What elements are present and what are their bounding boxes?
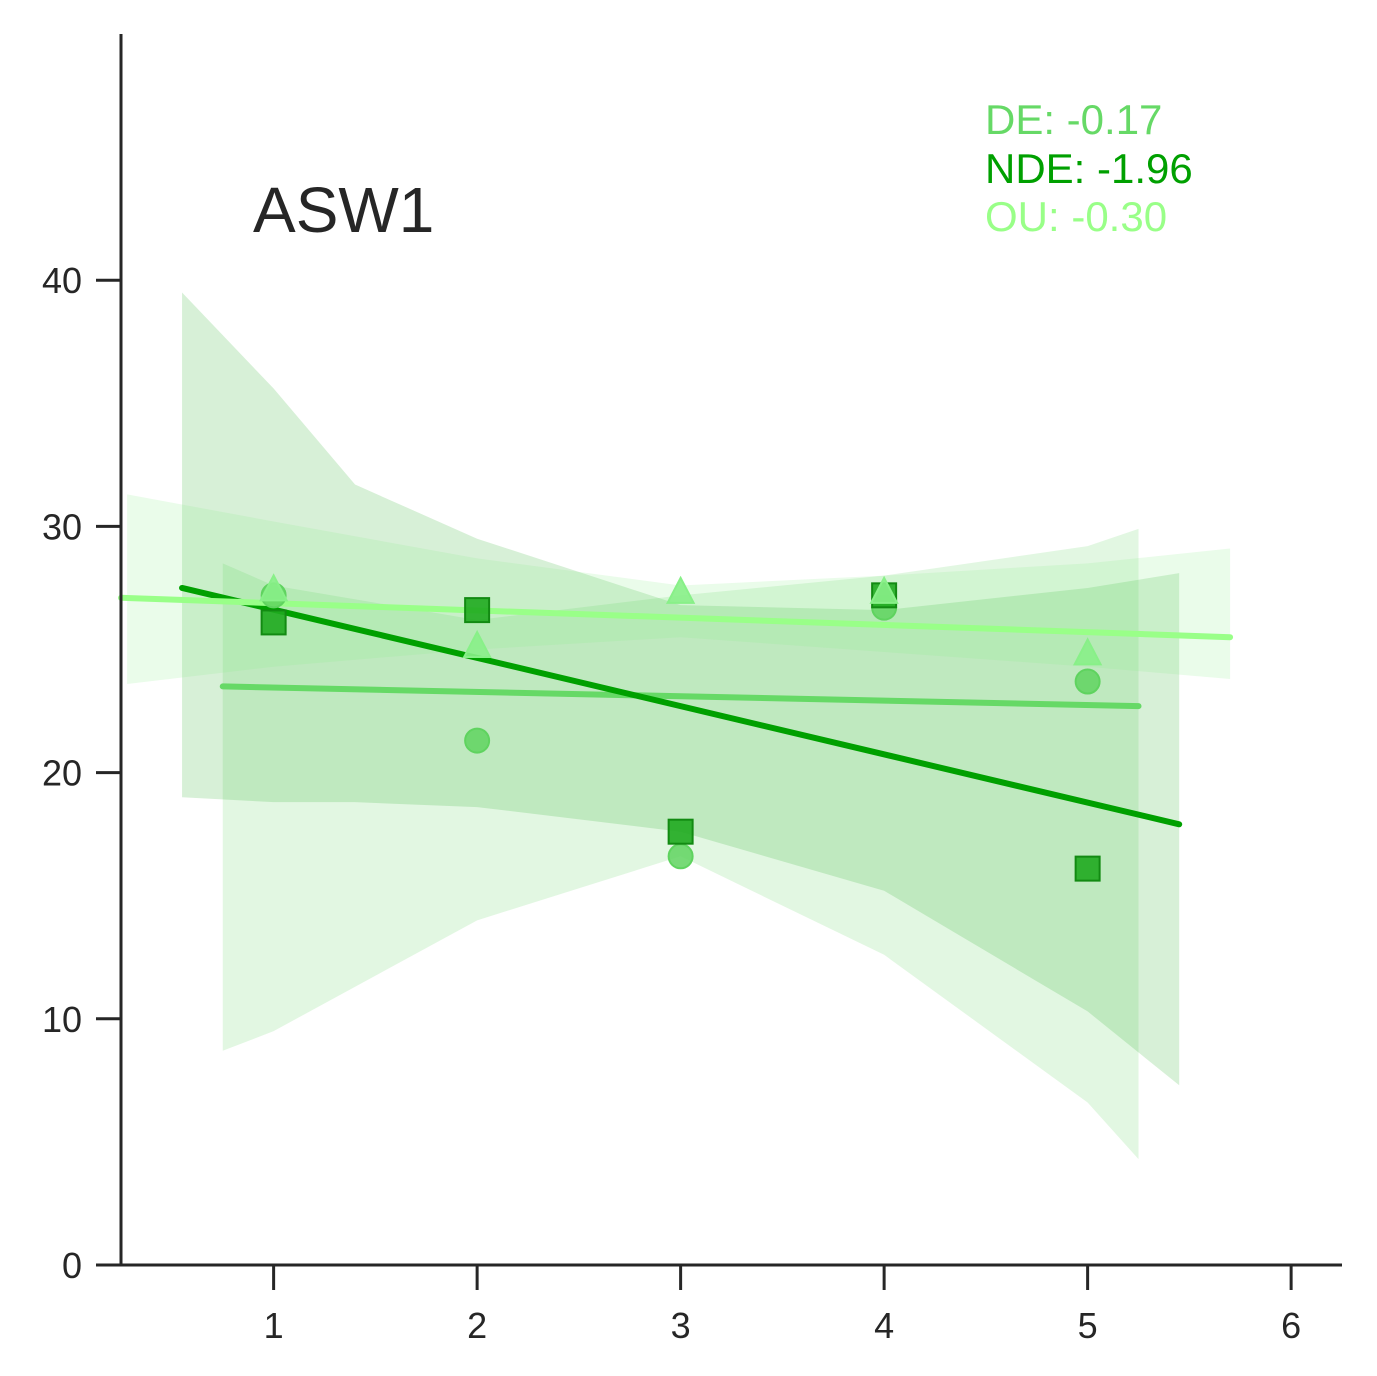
point-triangle-2 [665, 575, 696, 604]
point-triangle-3 [869, 575, 899, 604]
regression-line-2 [118, 594, 1234, 641]
point-square-4 [1074, 855, 1101, 882]
y-tick-label-40: 40 [42, 260, 82, 301]
y-tick-label-0: 0 [62, 1245, 82, 1286]
point-triangle-1 [462, 629, 492, 659]
point-circle-1 [464, 727, 491, 754]
regression-line-0 [219, 683, 1142, 710]
x-tick-label-3: 3 [671, 1305, 691, 1346]
x-tick-label-5: 5 [1078, 1305, 1098, 1346]
confidence-bands [127, 292, 1231, 1160]
y-tick-label-10: 10 [42, 999, 82, 1040]
regression-line-1 [179, 584, 1183, 828]
point-circle-4 [1074, 668, 1101, 695]
x-tick-label-4: 4 [874, 1305, 894, 1346]
point-triangle-4 [1072, 637, 1103, 666]
point-square-1 [464, 597, 491, 624]
axes: 0 10 20 30 40 1 2 3 4 5 6 [42, 34, 1342, 1346]
regression-lines [118, 584, 1234, 828]
stat-annotations: DE: -0.17 NDE: -1.96 OU: -0.30 [985, 96, 1193, 240]
y-tick-label-20: 20 [42, 753, 82, 794]
ci-band-1 [182, 292, 1180, 1086]
stat-label-nde: NDE: -1.96 [985, 145, 1193, 192]
stat-label-ou: OU: -0.30 [985, 193, 1167, 240]
data-points [258, 573, 1103, 882]
x-tick-label-1: 1 [264, 1305, 284, 1346]
y-tick-label-30: 30 [42, 506, 82, 547]
point-circle-2 [667, 843, 694, 870]
point-square-2 [667, 818, 694, 845]
point-triangle-0 [258, 573, 289, 602]
panel-title: ASW1 [253, 174, 434, 246]
x-tick-label-2: 2 [467, 1305, 487, 1346]
x-tick-label-6: 6 [1281, 1305, 1301, 1346]
point-square-0 [260, 609, 287, 636]
stat-label-de: DE: -0.17 [985, 96, 1162, 143]
